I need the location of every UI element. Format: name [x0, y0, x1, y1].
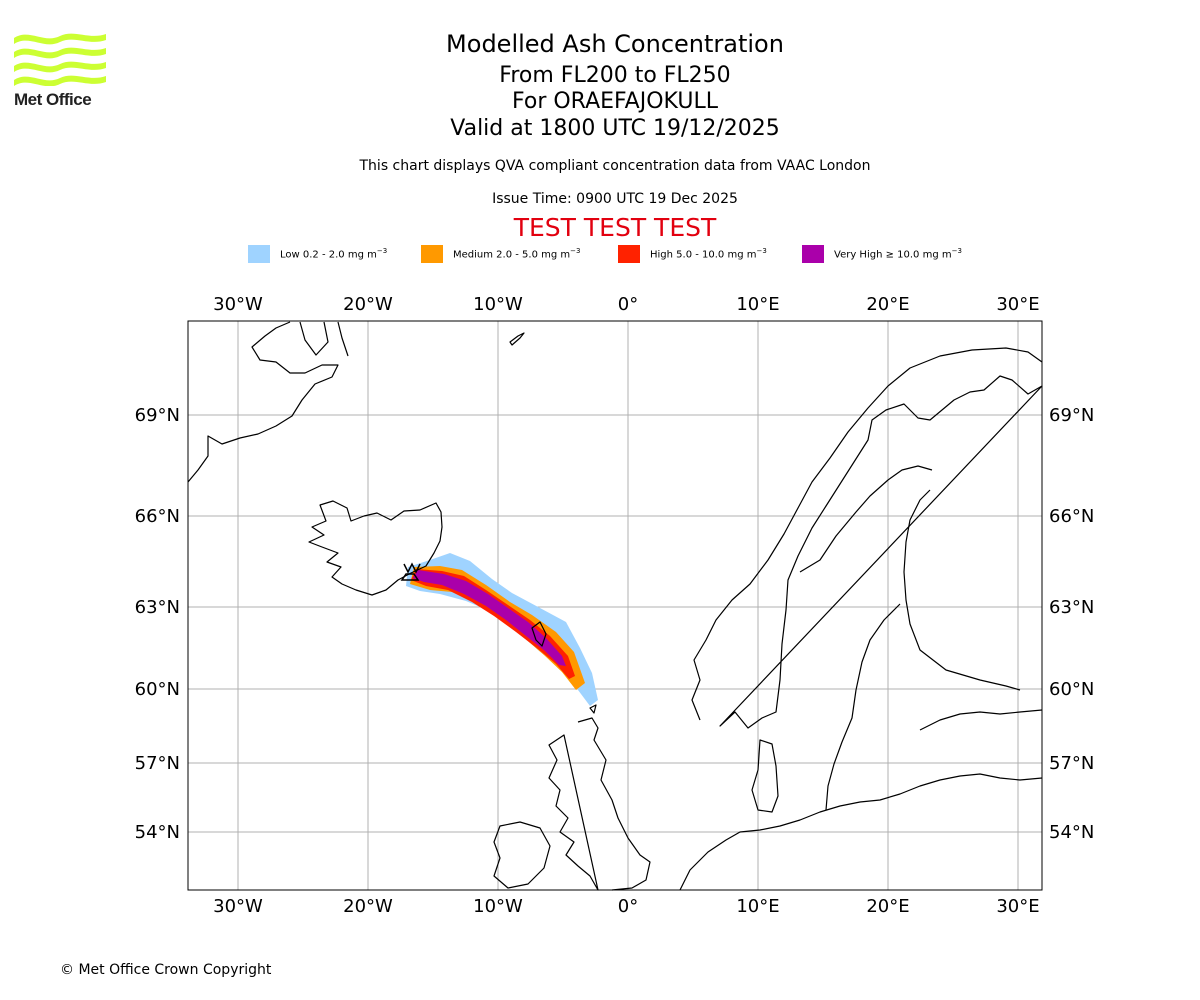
issue-time: Issue Time: 0900 UTC 19 Dec 2025	[492, 191, 738, 207]
flight-level-range: From FL200 to FL250	[499, 63, 731, 88]
coastline-shetland	[589, 704, 597, 714]
lat-label-54n: 54°N	[135, 822, 180, 843]
coastline-great-britain	[548, 717, 651, 891]
legend-swatch-very-high	[802, 245, 824, 263]
ash-plume-very-high	[413, 570, 566, 666]
coastline-gulf-of-bothnia	[799, 465, 1021, 811]
lat-labels-right: 69°N 66°N 63°N 60°N 57°N 54°N	[1049, 405, 1094, 843]
lat-label-63n: 63°N	[135, 597, 180, 618]
volcano-icon	[400, 562, 421, 581]
lat-label-57n: 57°N	[1049, 753, 1094, 774]
lat-label-57n: 57°N	[135, 753, 180, 774]
lon-labels-top: 30°W 20°W 10°W 0° 10°E 20°E 30°E	[213, 294, 1039, 315]
qva-note: This chart displays QVA compliant concen…	[359, 158, 871, 174]
lat-label-60n: 60°N	[1049, 679, 1094, 700]
legend-item-low: Low 0.2 - 2.0 mg m−3	[248, 244, 387, 264]
coastline-denmark	[751, 739, 779, 813]
coastline-iceland	[308, 500, 443, 596]
lat-label-66n: 66°N	[135, 506, 180, 527]
lon-label-30e: 30°E	[996, 294, 1039, 315]
legend-item-very-high: Very High ≥ 10.0 mg m−3	[802, 244, 962, 264]
lon-label-20e: 20°E	[866, 896, 909, 917]
concentration-legend: Low 0.2 - 2.0 mg m−3 Medium 2.0 - 5.0 mg…	[0, 244, 1200, 264]
volcano-name: For ORAEFAJOKULL	[512, 89, 718, 114]
legend-swatch-low	[248, 245, 270, 263]
lat-labels-left: 69°N 66°N 63°N 60°N 57°N 54°N	[135, 405, 180, 843]
lat-label-69n: 69°N	[135, 405, 180, 426]
coastline-greenland	[187, 321, 349, 483]
lat-label-69n: 69°N	[1049, 405, 1094, 426]
ash-plume	[406, 553, 598, 706]
lon-label-20e: 20°E	[866, 294, 909, 315]
coastline-faroe-islands	[531, 621, 547, 647]
lon-label-10w: 10°W	[473, 896, 523, 917]
coastlines	[187, 321, 1043, 891]
met-office-logo-text: Met Office	[14, 90, 92, 109]
volcano-marker	[400, 562, 421, 581]
lon-label-10w: 10°W	[473, 294, 523, 315]
legend-label-very-high: Very High ≥ 10.0 mg m	[834, 249, 952, 261]
lat-label-66n: 66°N	[1049, 506, 1094, 527]
lat-label-60n: 60°N	[135, 679, 180, 700]
met-office-logo: Met Office	[14, 30, 106, 112]
legend-item-high: High 5.0 - 10.0 mg m−3	[618, 244, 767, 264]
lon-label-10e: 10°E	[736, 896, 779, 917]
lat-label-63n: 63°N	[1049, 597, 1094, 618]
lon-label-30e: 30°E	[996, 896, 1039, 917]
map-frame	[187, 320, 1043, 891]
test-banner: TEST TEST TEST	[513, 213, 717, 242]
coastline-ireland	[493, 821, 551, 889]
lon-label-10e: 10°E	[736, 294, 779, 315]
legend-swatch-high	[618, 245, 640, 263]
legend-label-low: Low 0.2 - 2.0 mg m	[280, 249, 377, 261]
lon-label-0: 0°	[618, 294, 638, 315]
lon-label-30w: 30°W	[213, 896, 263, 917]
map-gridlines	[188, 321, 1042, 890]
legend-item-medium: Medium 2.0 - 5.0 mg m−3	[421, 244, 580, 264]
coastline-scandinavia	[691, 347, 1043, 729]
lon-label-20w: 20°W	[343, 294, 393, 315]
met-office-wave-icon	[14, 33, 106, 86]
copyright-notice: © Met Office Crown Copyright	[60, 962, 272, 978]
legend-swatch-medium	[421, 245, 443, 263]
lon-label-20w: 20°W	[343, 896, 393, 917]
valid-time: Valid at 1800 UTC 19/12/2025	[450, 116, 780, 141]
coastline-jan-mayen	[509, 332, 525, 346]
coastline-north-europe	[679, 773, 1043, 891]
coastline-baltic-states	[919, 709, 1043, 731]
lat-label-54n: 54°N	[1049, 822, 1094, 843]
legend-label-high: High 5.0 - 10.0 mg m	[650, 249, 757, 261]
legend-label-medium: Medium 2.0 - 5.0 mg m	[453, 249, 571, 261]
chart-title: Modelled Ash Concentration	[446, 30, 784, 58]
lon-labels-bottom: 30°W 20°W 10°W 0° 10°E 20°E 30°E	[213, 896, 1039, 917]
lon-label-0: 0°	[618, 896, 638, 917]
lon-label-30w: 30°W	[213, 294, 263, 315]
